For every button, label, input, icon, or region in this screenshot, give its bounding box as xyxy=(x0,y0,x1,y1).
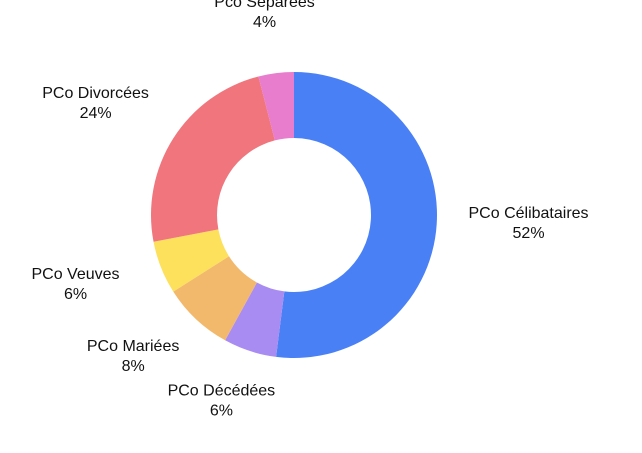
value-label: 6% xyxy=(64,286,87,303)
value-label: 24% xyxy=(80,105,112,122)
slice xyxy=(225,282,285,357)
slice xyxy=(276,72,437,358)
slice-label: Pco Séparées xyxy=(214,0,315,11)
slice-label: PCo Veuves xyxy=(31,266,119,283)
slice-label: PCo Célibataires xyxy=(469,205,589,222)
slice-label: PCo Divorcées xyxy=(42,85,149,102)
slice xyxy=(151,76,275,242)
slice-label: PCo Décédées xyxy=(168,382,276,399)
value-label: 6% xyxy=(210,402,233,419)
slice xyxy=(258,72,294,141)
slice-label: PCo Mariées xyxy=(87,338,179,355)
slice xyxy=(153,229,229,292)
slice xyxy=(173,256,257,341)
value-label: 52% xyxy=(513,225,545,242)
value-label: 4% xyxy=(253,14,276,31)
value-label: 8% xyxy=(122,358,145,375)
